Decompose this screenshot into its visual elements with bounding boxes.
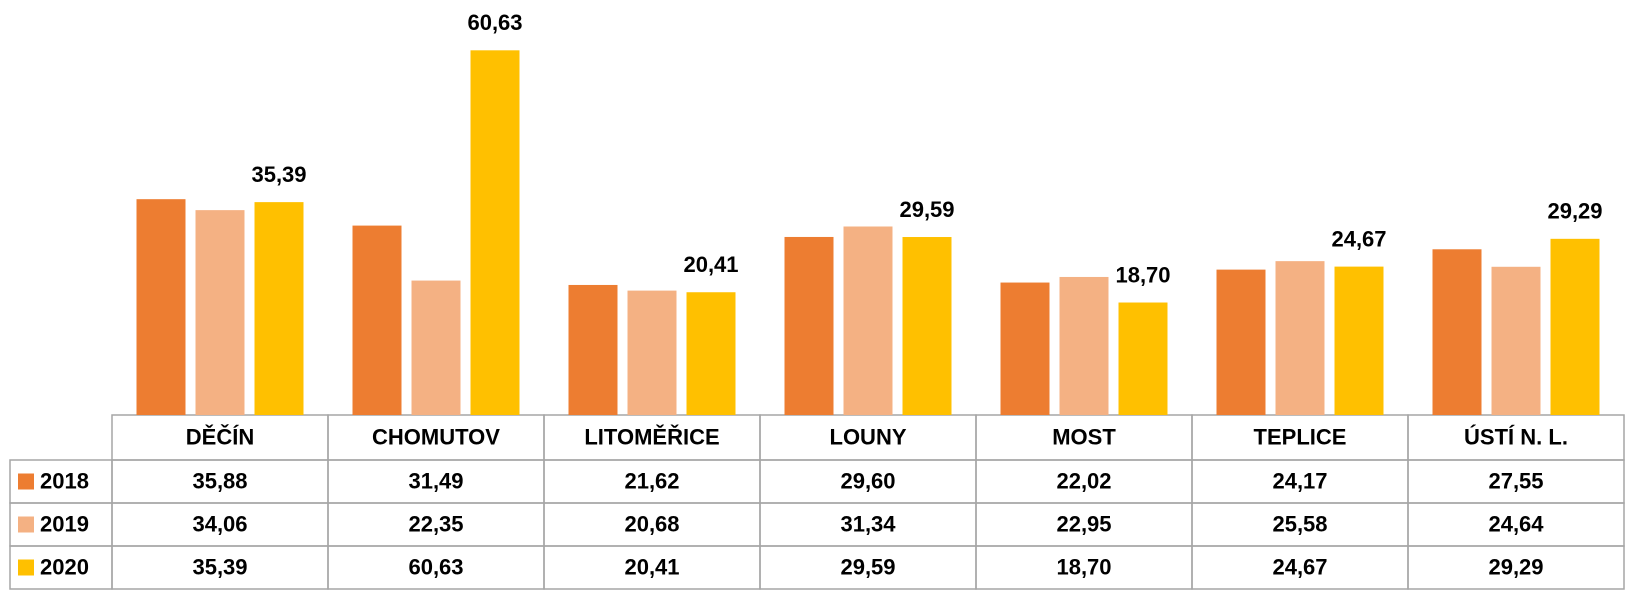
legend-swatch <box>18 473 34 490</box>
category-label: LITOMĚŘICE <box>584 424 719 449</box>
table-value: 18,70 <box>1056 554 1111 579</box>
table-value: 29,60 <box>840 468 895 493</box>
category-label: DĚČÍN <box>186 424 254 449</box>
bar <box>686 292 736 415</box>
legend-label: 2019 <box>40 511 89 536</box>
table-value: 27,55 <box>1488 468 1543 493</box>
table-value: 22,95 <box>1056 511 1111 536</box>
category-label: CHOMUTOV <box>372 424 500 449</box>
data-label: 35,39 <box>251 162 306 187</box>
data-label: 29,59 <box>899 197 954 222</box>
bar <box>1275 261 1325 415</box>
table-value: 31,49 <box>408 468 463 493</box>
table-value: 22,35 <box>408 511 463 536</box>
data-label: 24,67 <box>1331 226 1386 251</box>
bar <box>843 226 893 415</box>
data-label: 18,70 <box>1115 262 1170 287</box>
bar <box>1000 282 1050 415</box>
table-value: 60,63 <box>408 554 463 579</box>
bar <box>902 237 952 415</box>
bar <box>1550 238 1600 415</box>
table-value: 20,68 <box>624 511 679 536</box>
bar <box>254 202 304 415</box>
bar <box>195 210 245 415</box>
legend-label: 2020 <box>40 554 89 579</box>
legend-swatch <box>18 559 34 576</box>
table-value: 20,41 <box>624 554 679 579</box>
bar <box>784 236 834 415</box>
bar <box>1432 249 1482 415</box>
bar <box>411 280 461 415</box>
table-value: 22,02 <box>1056 468 1111 493</box>
bar <box>568 284 618 415</box>
table-cell <box>1407 545 1625 590</box>
table-value: 24,64 <box>1488 511 1544 536</box>
table-value: 34,06 <box>192 511 247 536</box>
table-value: 31,34 <box>840 511 896 536</box>
category-label: TEPLICE <box>1254 424 1347 449</box>
table-value: 25,58 <box>1272 511 1327 536</box>
bar <box>352 225 402 415</box>
table-value: 29,29 <box>1488 554 1543 579</box>
category-label: LOUNY <box>830 424 907 449</box>
bar <box>1216 269 1266 415</box>
data-label: 60,63 <box>467 10 522 35</box>
table-value: 29,59 <box>840 554 895 579</box>
bar <box>470 50 520 416</box>
category-label: ÚSTÍ N. L. <box>1464 424 1568 449</box>
bar <box>1118 302 1168 415</box>
bar <box>136 199 186 415</box>
legend-label: 2018 <box>40 468 89 493</box>
table-value: 21,62 <box>624 468 679 493</box>
legend-swatch <box>18 516 34 533</box>
bar <box>627 290 677 415</box>
table-value: 35,88 <box>192 468 247 493</box>
bar <box>1491 266 1541 415</box>
table-value: 35,39 <box>192 554 247 579</box>
table-value: 24,67 <box>1272 554 1327 579</box>
data-label: 29,29 <box>1547 199 1602 224</box>
bar <box>1334 266 1384 415</box>
table-value: 24,17 <box>1272 468 1327 493</box>
category-label: MOST <box>1052 424 1116 449</box>
data-label: 20,41 <box>683 252 738 277</box>
bar <box>1059 276 1109 415</box>
